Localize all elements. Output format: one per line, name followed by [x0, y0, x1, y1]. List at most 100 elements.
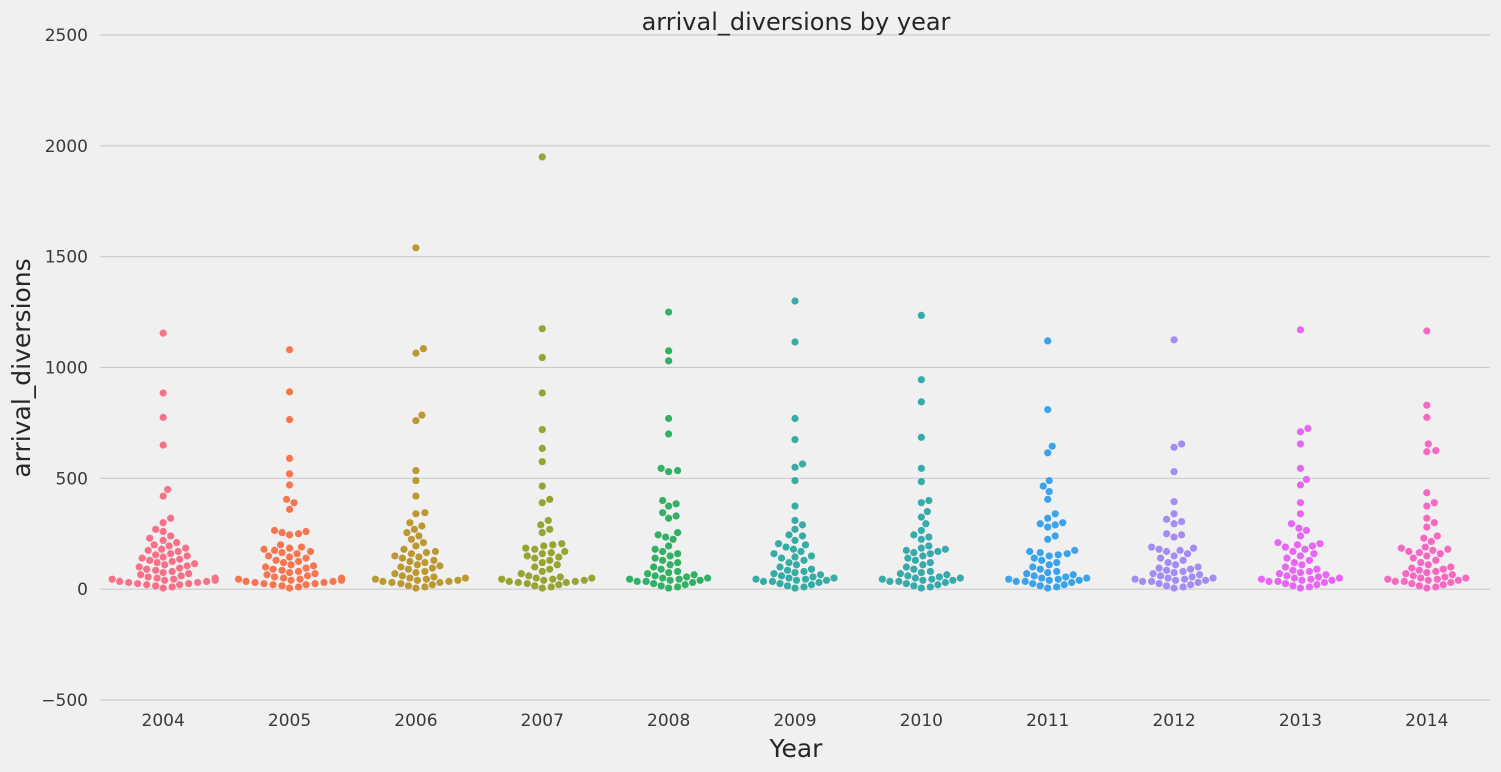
data-point [532, 574, 540, 582]
data-point [1301, 545, 1309, 553]
data-point [1305, 567, 1314, 576]
data-point [1296, 510, 1305, 518]
data-point [657, 565, 665, 573]
data-point [662, 533, 670, 541]
data-point [413, 561, 422, 569]
data-point [296, 575, 304, 583]
data-point [919, 576, 927, 584]
data-point [1430, 499, 1438, 507]
data-point [791, 502, 799, 510]
data-point [644, 570, 652, 578]
data-point [285, 346, 294, 354]
data-point [1447, 578, 1455, 587]
data-point [1039, 482, 1047, 490]
data-point [159, 584, 167, 592]
data-point [165, 542, 173, 550]
data-point [294, 567, 303, 576]
data-point [910, 565, 918, 573]
data-point [1289, 547, 1297, 556]
data-point [1021, 577, 1029, 586]
data-point [650, 563, 658, 571]
data-point [159, 441, 167, 449]
data-point [161, 561, 169, 569]
data-point [1397, 544, 1405, 552]
data-point [538, 325, 546, 333]
data-point [1051, 521, 1059, 529]
data-point [538, 529, 546, 537]
data-point [306, 547, 315, 556]
data-point [1335, 574, 1344, 582]
data-point [704, 574, 712, 582]
data-point [1308, 542, 1317, 550]
data-point [896, 570, 904, 578]
x-tick-label: 2009 [773, 711, 816, 731]
data-point [168, 557, 176, 566]
data-point [159, 527, 167, 536]
data-point [391, 570, 399, 578]
data-point [1302, 475, 1311, 484]
data-point [523, 580, 531, 588]
data-point [1409, 572, 1417, 580]
data-point [1424, 561, 1432, 569]
data-point [665, 347, 673, 355]
data-point [690, 571, 698, 579]
data-point [400, 545, 408, 553]
data-point [1186, 581, 1195, 589]
data-point [674, 567, 682, 576]
data-point [681, 581, 689, 589]
data-point [1310, 550, 1318, 558]
data-point [194, 578, 202, 587]
data-point [1296, 440, 1305, 448]
data-point [412, 492, 420, 500]
data-point [1147, 543, 1156, 551]
data-point [1441, 573, 1449, 581]
data-point [791, 516, 799, 525]
data-point [1423, 523, 1431, 531]
data-point [1322, 571, 1330, 579]
data-point [1257, 575, 1266, 583]
data-point [531, 582, 539, 590]
data-point [1012, 577, 1020, 586]
data-point [270, 526, 279, 535]
data-point [941, 545, 949, 553]
data-point [1409, 554, 1417, 562]
data-point [1045, 488, 1053, 496]
data-point [1171, 576, 1180, 584]
data-point [904, 572, 912, 580]
data-point [1170, 443, 1178, 451]
data-point [1179, 567, 1187, 576]
data-point [397, 563, 405, 571]
data-point [407, 535, 416, 543]
data-point [278, 548, 286, 557]
data-point [1415, 548, 1423, 557]
y-tick-labels: −500 0 500 1000 1500 2000 2500 [41, 26, 88, 711]
data-point [1075, 576, 1083, 584]
data-point [922, 520, 930, 528]
data-point [1313, 581, 1321, 589]
data-point [926, 550, 934, 558]
data-point [917, 499, 925, 507]
data-point [1287, 520, 1296, 528]
data-point [1053, 558, 1061, 567]
data-point [422, 548, 431, 557]
data-point [143, 581, 151, 589]
data-point [125, 578, 133, 587]
data-point [302, 564, 310, 572]
data-point [176, 564, 184, 572]
data-point [1038, 574, 1046, 582]
data-point [1421, 543, 1429, 551]
data-point [287, 576, 295, 584]
data-point [1044, 568, 1052, 577]
data-point [777, 572, 786, 580]
data-point [1289, 566, 1297, 574]
data-point [1274, 577, 1282, 586]
data-point [659, 496, 667, 505]
data-point [431, 547, 440, 556]
data-point [1423, 584, 1431, 592]
data-point [428, 564, 437, 572]
data-point [626, 575, 634, 583]
data-point [538, 584, 546, 592]
data-point [285, 454, 294, 462]
data-point [397, 580, 405, 588]
data-point [791, 414, 799, 423]
